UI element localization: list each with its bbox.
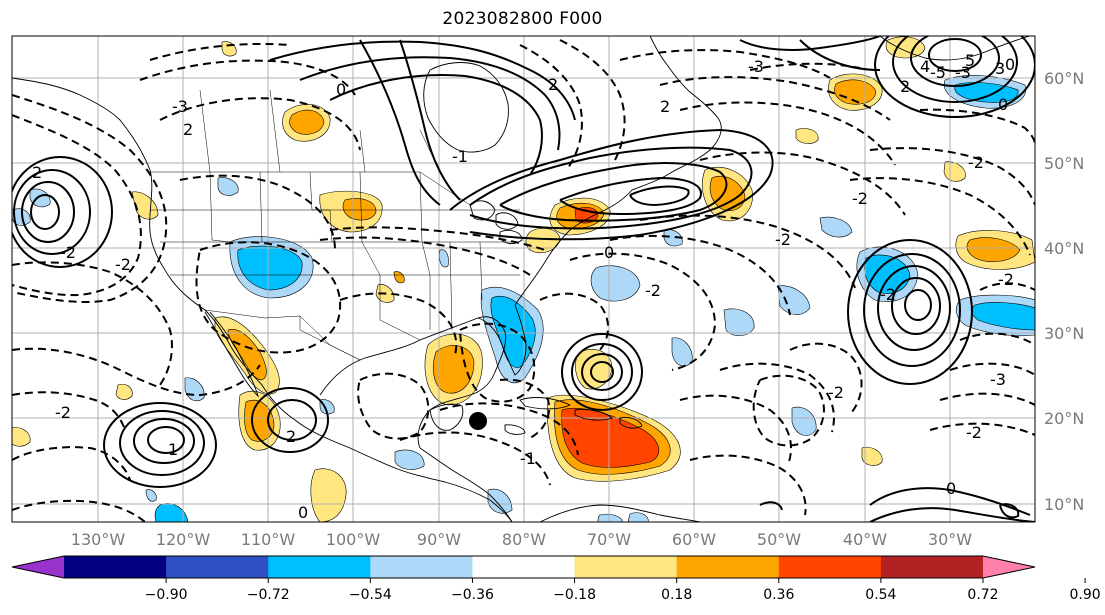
- colorbar-tick-label: −0.18: [553, 587, 596, 603]
- svg-text:1: 1: [168, 440, 178, 459]
- svg-text:20°N: 20°N: [1044, 409, 1084, 428]
- svg-text:70°W: 70°W: [587, 530, 631, 549]
- svg-text:-2: -2: [60, 243, 76, 262]
- svg-text:-2: -2: [645, 281, 661, 300]
- colorbar-tick-label: 0.54: [865, 587, 896, 603]
- svg-text:0: 0: [946, 479, 956, 498]
- colorbar-segment: [574, 556, 678, 578]
- contours-negative: [12, 39, 1035, 522]
- colorbar-tick-label: 0.72: [967, 587, 998, 603]
- svg-text:0: 0: [604, 243, 614, 262]
- svg-text:-1: -1: [520, 449, 536, 468]
- colorbar-ticks: −0.90 −0.72 −0.54 −0.36 −0.18 0.18 0.36 0.54 0.7…: [145, 578, 1101, 603]
- svg-text:60°W: 60°W: [672, 530, 716, 549]
- svg-text:80°W: 80°W: [502, 530, 546, 549]
- colorbar-outline: [11, 555, 1036, 579]
- svg-text:40°W: 40°W: [843, 530, 887, 549]
- svg-text:-2: -2: [852, 189, 868, 208]
- colorbar: [11, 555, 1036, 579]
- colorbar-tick-label: −0.72: [247, 587, 290, 603]
- colorbar-segment-over: [983, 556, 1035, 578]
- svg-text:30°W: 30°W: [928, 530, 972, 549]
- map-title: 2023082800 F000: [442, 9, 603, 29]
- svg-text:-2: -2: [880, 285, 896, 304]
- storm-center-marker: [469, 412, 487, 430]
- colorbar-tick-label: 0.18: [661, 587, 692, 603]
- svg-text:2: 2: [183, 120, 193, 139]
- svg-text:2: 2: [900, 77, 910, 96]
- colorbar-tick-label: −0.90: [145, 587, 188, 603]
- map-area: [12, 36, 1035, 522]
- svg-text:100°W: 100°W: [326, 530, 381, 549]
- colorbar-segment: [472, 556, 576, 578]
- svg-text:130°W: 130°W: [71, 530, 126, 549]
- svg-text:90°W: 90°W: [417, 530, 461, 549]
- svg-text:2: 2: [660, 97, 670, 116]
- svg-text:10°N: 10°N: [1044, 495, 1084, 514]
- colorbar-tick-label: −0.54: [349, 587, 392, 603]
- svg-text:-2: -2: [775, 230, 791, 249]
- svg-text:2: 2: [548, 75, 558, 94]
- svg-text:2: 2: [286, 427, 296, 446]
- map-frame: [11, 35, 1036, 523]
- svg-text:-3: -3: [955, 63, 971, 82]
- colorbar-segment: [880, 556, 984, 578]
- svg-text:50°N: 50°N: [1044, 154, 1084, 173]
- colorbar-segment: [676, 556, 780, 578]
- contours-positive: [12, 36, 1035, 522]
- colorbar-tick-label: 0.90: [1070, 587, 1101, 603]
- svg-text:40°N: 40°N: [1044, 239, 1084, 258]
- svg-text:0: 0: [298, 503, 308, 522]
- colorbar-segment: [64, 556, 167, 578]
- longitude-labels: 130°W 120°W 110°W 100°W 90°W 80°W 70°W 6…: [71, 530, 972, 549]
- colorbar-segment: [370, 556, 473, 578]
- svg-text:50°W: 50°W: [757, 530, 801, 549]
- svg-text:-3: -3: [990, 370, 1006, 389]
- svg-text:-3: -3: [172, 97, 188, 116]
- svg-text:3: 3: [995, 59, 1005, 78]
- svg-text:0: 0: [998, 95, 1008, 114]
- colorbar-segment: [166, 556, 269, 578]
- svg-text:0: 0: [336, 80, 346, 99]
- shaded-field: [12, 36, 1035, 522]
- political-borders: [150, 89, 520, 361]
- svg-text:-5: -5: [930, 63, 946, 82]
- colorbar-segment: [268, 556, 371, 578]
- svg-text:-2: -2: [828, 383, 844, 402]
- svg-text:60°N: 60°N: [1044, 69, 1084, 88]
- colorbar-tick-label: 0.36: [763, 587, 794, 603]
- colorbar-segment: [778, 556, 882, 578]
- svg-text:-2: -2: [998, 270, 1014, 289]
- colorbar-segment-under: [12, 556, 64, 578]
- coastlines: [12, 36, 1031, 522]
- svg-text:0: 0: [1005, 55, 1015, 74]
- svg-text:110°W: 110°W: [241, 530, 296, 549]
- svg-text:-2: -2: [115, 255, 131, 274]
- contour-labels: -3 2 0 2 -3 2 -3 0 2 -5 4 5 3 0 -1 -2 -2…: [32, 51, 1015, 522]
- svg-text:2: 2: [32, 163, 42, 182]
- svg-text:-2: -2: [55, 403, 71, 422]
- svg-text:-2: -2: [966, 423, 982, 442]
- latitude-labels: 60°N 50°N 40°N 30°N 20°N 10°N: [1044, 69, 1084, 514]
- svg-text:-3: -3: [748, 57, 764, 76]
- svg-text:-2: -2: [968, 153, 984, 172]
- svg-text:4: 4: [920, 57, 930, 76]
- svg-text:120°W: 120°W: [156, 530, 211, 549]
- svg-text:5: 5: [965, 51, 975, 70]
- svg-text:30°N: 30°N: [1044, 324, 1084, 343]
- colorbar-tick-label: −0.36: [451, 587, 494, 603]
- svg-text:-1: -1: [452, 147, 468, 166]
